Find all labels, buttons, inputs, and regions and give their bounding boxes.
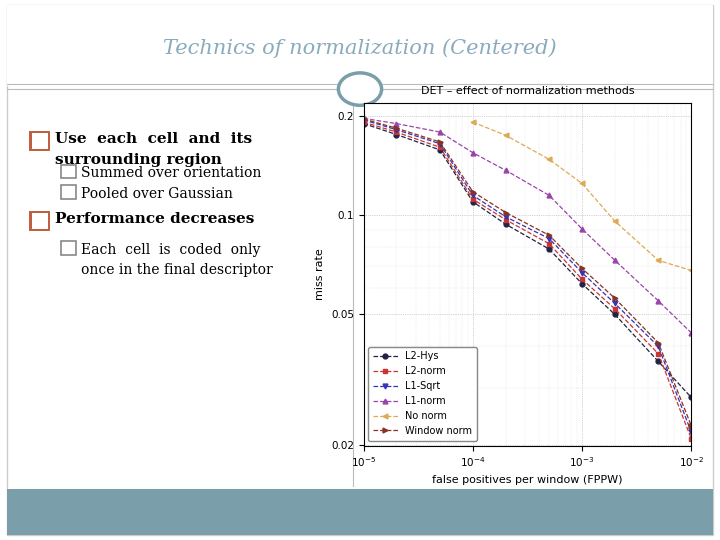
No norm <box>545 156 554 163</box>
L1-Sqrt <box>577 269 586 276</box>
Window norm <box>469 188 477 195</box>
Bar <box>32 213 48 229</box>
L1-norm <box>545 192 554 199</box>
Window norm <box>545 232 554 239</box>
Line: Window norm: Window norm <box>361 117 693 428</box>
Bar <box>32 133 48 149</box>
L1-Sqrt <box>687 429 696 435</box>
Window norm <box>611 295 619 301</box>
L2-Hys <box>577 280 586 287</box>
Text: Use  each  cell  and  its: Use each cell and its <box>55 132 252 146</box>
No norm <box>469 119 477 125</box>
Bar <box>61 165 76 178</box>
Bar <box>7 489 713 535</box>
No norm <box>654 257 662 264</box>
Title: DET – effect of normalization methods: DET – effect of normalization methods <box>420 86 634 96</box>
Window norm <box>392 125 401 131</box>
L2-norm <box>687 435 696 442</box>
Text: Each  cell  is  coded  only: Each cell is coded only <box>81 243 260 257</box>
L2-norm <box>392 129 401 136</box>
L1-norm <box>392 120 401 127</box>
L2-Hys <box>436 147 444 153</box>
Window norm <box>654 340 662 346</box>
Y-axis label: miss rate: miss rate <box>315 248 325 300</box>
L1-Sqrt <box>611 300 619 307</box>
L2-norm <box>577 276 586 282</box>
Text: surrounding region: surrounding region <box>55 153 222 167</box>
Bar <box>61 241 76 255</box>
L2-Hys <box>687 394 696 401</box>
Line: L2-Hys: L2-Hys <box>361 121 693 400</box>
No norm <box>611 218 619 225</box>
L1-Sqrt <box>469 192 477 199</box>
L1-norm <box>359 115 368 122</box>
L1-Sqrt <box>501 213 510 220</box>
L2-norm <box>654 350 662 357</box>
L2-norm <box>545 240 554 247</box>
L1-norm <box>577 226 586 232</box>
L1-norm <box>436 129 444 136</box>
L2-Hys <box>392 131 401 138</box>
L2-Hys <box>501 221 510 227</box>
Line: L2-norm: L2-norm <box>361 120 693 441</box>
L2-Hys <box>611 311 619 318</box>
Line: L1-Sqrt: L1-Sqrt <box>361 117 693 434</box>
L2-norm <box>436 144 444 151</box>
L1-Sqrt <box>545 235 554 242</box>
L2-norm <box>501 217 510 223</box>
L1-Sqrt <box>392 126 401 133</box>
L2-norm <box>359 119 368 125</box>
L1-Sqrt <box>436 140 444 147</box>
L1-norm <box>501 167 510 173</box>
L1-Sqrt <box>359 117 368 123</box>
Circle shape <box>338 73 382 105</box>
L1-Sqrt <box>654 343 662 349</box>
Text: Summed over orientation: Summed over orientation <box>81 166 261 180</box>
L1-norm <box>469 150 477 156</box>
L2-Hys <box>469 199 477 205</box>
Window norm <box>501 210 510 216</box>
L2-Hys <box>654 358 662 365</box>
L2-norm <box>469 196 477 202</box>
L1-norm <box>654 298 662 304</box>
Bar <box>29 211 50 231</box>
Bar <box>7 5 713 86</box>
L1-norm <box>687 329 696 336</box>
Legend: L2-Hys, L2-norm, L1-Sqrt, L1-norm, No norm, Window norm: L2-Hys, L2-norm, L1-Sqrt, L1-norm, No no… <box>369 347 477 441</box>
Text: Pooled over Gaussian: Pooled over Gaussian <box>81 187 233 201</box>
L1-norm <box>611 257 619 264</box>
L2-Hys <box>359 120 368 127</box>
No norm <box>577 180 586 187</box>
Window norm <box>436 139 444 145</box>
Text: Technics of normalization (Centered): Technics of normalization (Centered) <box>163 39 557 58</box>
Window norm <box>687 422 696 429</box>
No norm <box>687 267 696 274</box>
L2-norm <box>611 306 619 312</box>
No norm <box>501 132 510 139</box>
Text: once in the final descriptor: once in the final descriptor <box>81 263 272 277</box>
Window norm <box>359 116 368 123</box>
Line: L1-norm: L1-norm <box>361 116 693 335</box>
Text: Performance decreases: Performance decreases <box>55 212 254 226</box>
L2-Hys <box>545 246 554 252</box>
Bar <box>29 131 50 151</box>
Window norm <box>577 265 586 272</box>
Line: No norm: No norm <box>470 120 693 273</box>
Bar <box>61 185 76 199</box>
X-axis label: false positives per window (FPPW): false positives per window (FPPW) <box>432 475 623 484</box>
